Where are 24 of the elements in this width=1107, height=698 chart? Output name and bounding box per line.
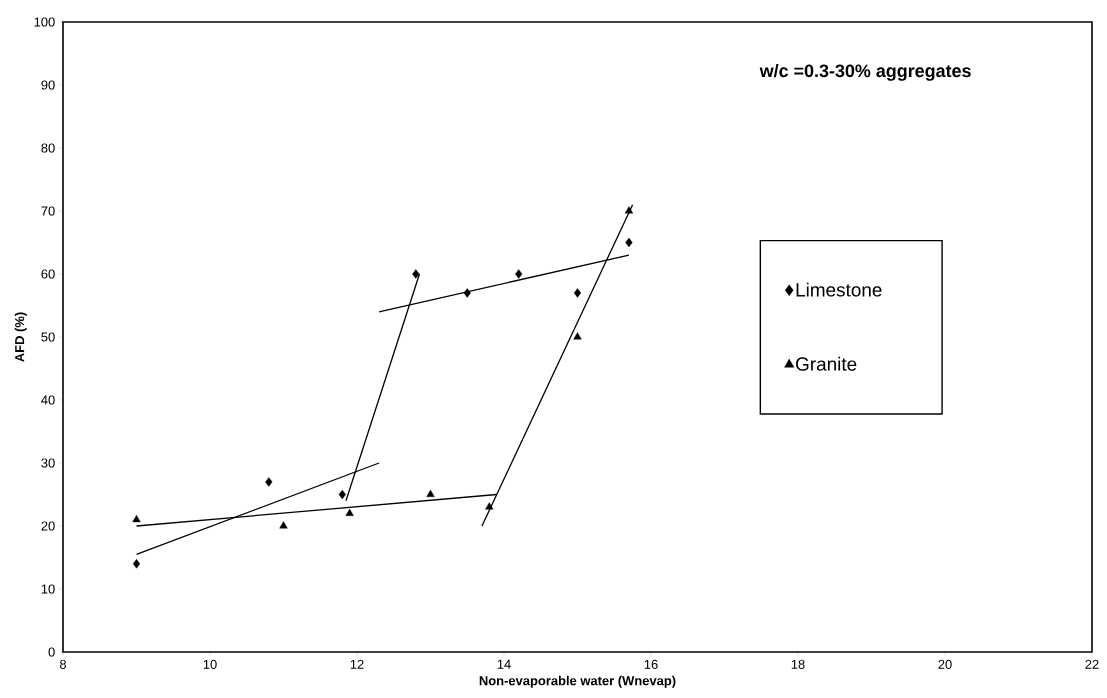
annotation: w/c =0.3-30% aggregates [759, 63, 971, 81]
x-tick-label: 14 [497, 659, 511, 669]
x-tick-label: 18 [791, 659, 805, 669]
x-tick-label: 22 [1085, 659, 1099, 669]
y-tick-label: 100 [34, 17, 55, 27]
x-tick-label: 20 [938, 659, 952, 669]
y-tick-label: 90 [41, 80, 55, 90]
x-tick-label: 8 [59, 659, 67, 669]
y-tick-label: 40 [41, 395, 55, 405]
y-tick-label: 60 [41, 269, 55, 279]
y-tick-label: 50 [41, 332, 55, 342]
x-tick-label: 10 [203, 659, 217, 669]
y-tick-label: 80 [41, 143, 55, 153]
y-tick-label: 0 [48, 647, 55, 657]
legend-label: Granite [796, 356, 857, 371]
y-tick-label: 20 [41, 521, 55, 531]
x-tick-label: 16 [644, 659, 658, 669]
x-tick-label: 12 [350, 659, 364, 669]
y-tick-label: 10 [41, 584, 55, 594]
y-tick-label: 70 [41, 206, 55, 216]
legend-label: Limestone [796, 282, 882, 297]
y-tick-label: 30 [41, 458, 55, 468]
x-axis-title: Non-evaporable water (Wnevap) [479, 675, 676, 688]
y-axis-title: AFD (%) [14, 312, 27, 362]
